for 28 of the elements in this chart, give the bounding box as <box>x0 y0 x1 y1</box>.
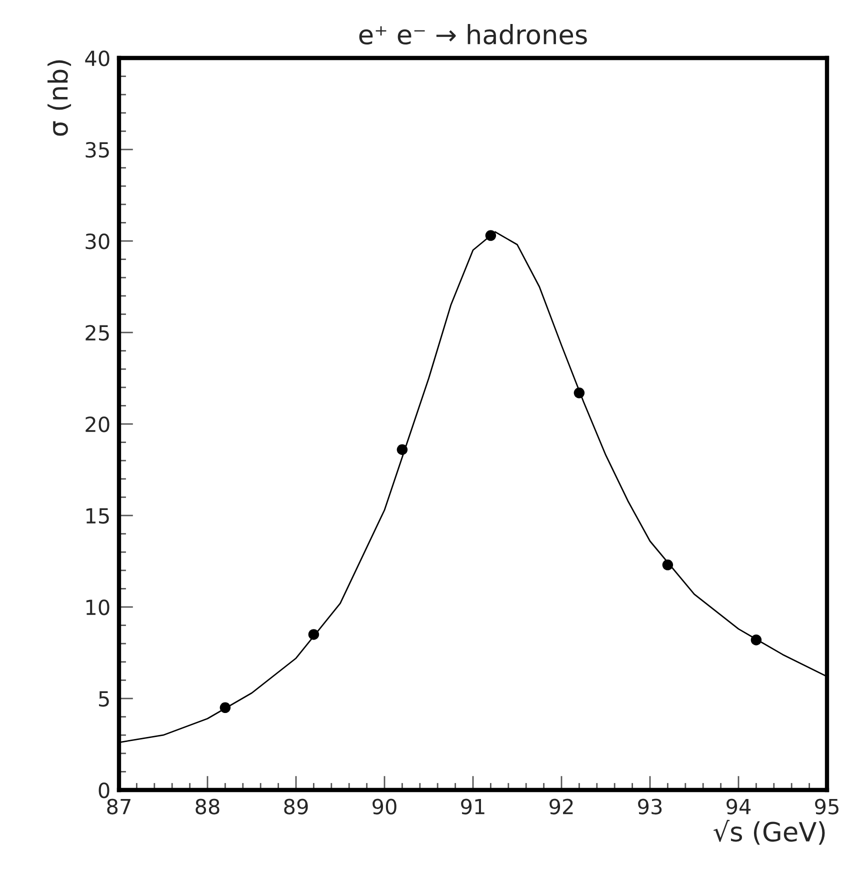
y-tick-label: 0 <box>98 782 110 798</box>
y-tick-label: 5 <box>99 691 109 707</box>
point <box>396 444 408 455</box>
y-tick-label: 10 <box>86 599 110 616</box>
x-tick-label: 91 <box>461 798 484 814</box>
x-tick-label: 92 <box>550 798 573 814</box>
x-tick-label: 89 <box>284 798 308 814</box>
y-tick-label: 40 <box>85 50 110 66</box>
y-tick-label: 35 <box>86 142 109 158</box>
x-tick-label: 95 <box>815 798 838 814</box>
x-tick-label: 93 <box>638 798 662 814</box>
point <box>485 230 496 241</box>
y-tick-label: 30 <box>86 233 110 250</box>
x-axis-title: √s (GeV) <box>714 820 825 845</box>
x-tick-label: 87 <box>107 798 130 814</box>
y-axis-title: σ (nb) <box>48 60 72 136</box>
x-tick-label: 88 <box>196 798 220 814</box>
point <box>308 629 320 640</box>
point <box>574 388 585 398</box>
chart-title: e⁺ e⁻ → hadrones <box>359 24 587 44</box>
x-tick-label: 94 <box>726 798 751 814</box>
y-tick-label: 25 <box>86 324 109 341</box>
point <box>662 560 674 570</box>
point <box>750 634 762 646</box>
y-tick-label: 20 <box>86 416 110 432</box>
point <box>220 702 231 714</box>
y-tick-label: 15 <box>86 508 109 524</box>
x-tick-label: 90 <box>372 798 396 814</box>
